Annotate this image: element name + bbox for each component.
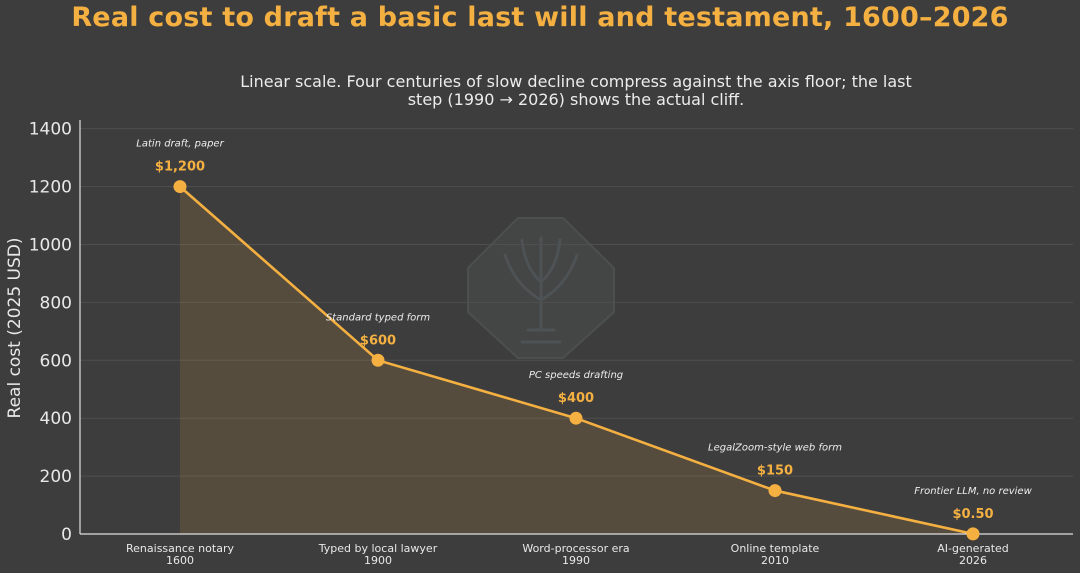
y-tick-label: 200 [40, 467, 72, 487]
area-fill [180, 186, 973, 535]
x-tick-year: 2010 [761, 554, 789, 567]
y-tick-label: 600 [40, 351, 72, 371]
annotation-label: Frontier LLM, no review [914, 486, 1032, 497]
x-tick-year: 1600 [166, 554, 194, 567]
x-tick-label: AI-generated [937, 542, 1009, 555]
x-tick-year: 1990 [562, 554, 590, 567]
chart-subtitle: Linear scale. Four centuries of slow dec… [226, 73, 926, 109]
data-points [173, 180, 980, 541]
x-tick-label: Online template [731, 542, 820, 555]
y-tick-label: 1200 [29, 178, 72, 198]
annotation-label: Standard typed form [326, 312, 430, 323]
y-tick-labels: 0 200 400 600 800 1000 1200 1400 [29, 120, 72, 545]
area-fill-path [180, 186, 973, 535]
grid-lines [80, 128, 1073, 477]
data-point [173, 180, 187, 194]
axes [79, 120, 1073, 535]
data-point [371, 353, 385, 367]
x-tick-label: Renaissance notary [126, 542, 234, 555]
x-tick-year: 1900 [364, 554, 392, 567]
data-label: $1,200 [155, 160, 205, 175]
x-tick-label: Word-processor era [522, 542, 629, 555]
x-tick-label: Typed by local lawyer [318, 542, 438, 555]
data-label: $0.50 [952, 507, 993, 522]
y-tick-label: 1400 [29, 120, 72, 140]
y-axis-label: Real cost (2025 USD) [5, 238, 25, 419]
annotation-label: LegalZoom-style web form [708, 443, 842, 454]
y-tick-label: 1000 [29, 235, 72, 255]
data-point [768, 484, 782, 498]
annotation-label: Latin draft, paper [136, 139, 224, 150]
y-tick-label: 800 [40, 293, 72, 313]
chart-subtitle-line-2: step (1990 → 2026) shows the actual clif… [407, 90, 745, 109]
data-label: $400 [558, 391, 594, 406]
x-tick-year: 2026 [959, 554, 987, 567]
data-point [966, 527, 980, 541]
chart-title: Real cost to draft a basic last will and… [71, 2, 1009, 33]
data-label: $600 [360, 333, 396, 348]
data-labels: $1,200 Latin draft, paper $600 Standard typ… [136, 139, 1032, 522]
watermark-seal [467, 217, 615, 359]
y-tick-label: 400 [40, 409, 72, 429]
annotation-label: PC speeds drafting [529, 370, 623, 381]
y-tick-label: 0 [61, 525, 72, 545]
data-point [569, 411, 583, 425]
data-label: $150 [757, 464, 793, 479]
chart-subtitle-line-1: Linear scale. Four centuries of slow dec… [240, 72, 912, 91]
